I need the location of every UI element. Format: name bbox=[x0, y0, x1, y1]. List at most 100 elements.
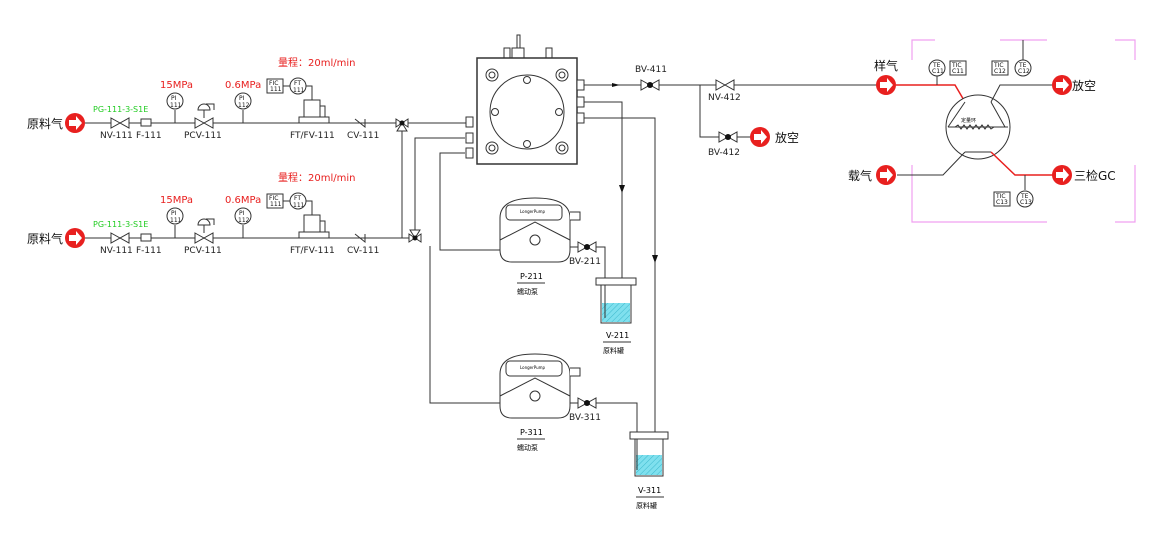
vent-arrow-icon bbox=[750, 127, 770, 147]
pressure-indicator bbox=[234, 207, 252, 225]
needle-valve-icon[interactable] bbox=[110, 117, 130, 129]
valve-label: BV-211 bbox=[569, 257, 601, 267]
filter-label: F-111 bbox=[136, 131, 162, 141]
temperature-controller bbox=[993, 191, 1011, 207]
ball-valve-icon[interactable] bbox=[577, 241, 597, 253]
vent-label: 放空 bbox=[775, 130, 799, 145]
inlet-label: 原料气 bbox=[27, 116, 63, 131]
pressure-label: 15MPa bbox=[160, 80, 193, 91]
pressure-indicator bbox=[166, 207, 184, 225]
temperature-element bbox=[928, 59, 946, 77]
carrier-gas-label: 载气 bbox=[848, 168, 872, 183]
svg-text:111: 111 bbox=[293, 202, 305, 209]
reactor[interactable] bbox=[465, 34, 585, 165]
flow-range-label: 量程：20ml/min bbox=[278, 57, 355, 69]
svg-text:PI: PI bbox=[239, 210, 245, 217]
pcv-label: PCV-111 bbox=[184, 131, 222, 141]
pressure-control-valve-icon[interactable] bbox=[194, 232, 214, 244]
svg-text:111: 111 bbox=[293, 87, 305, 94]
svg-text:112: 112 bbox=[238, 102, 250, 109]
svg-text:PI: PI bbox=[171, 95, 177, 102]
svg-text:C13: C13 bbox=[1020, 199, 1032, 206]
tank-tag: V-311 bbox=[638, 486, 661, 495]
nv412-label: NV-412 bbox=[708, 93, 741, 103]
pcv-label: PCV-111 bbox=[184, 246, 222, 256]
temperature-element bbox=[1016, 190, 1034, 208]
temperature-controller bbox=[949, 60, 967, 76]
needle-valve-icon[interactable] bbox=[110, 232, 130, 244]
tank-v311: V-311 原料罐 bbox=[629, 431, 669, 510]
cv-label: CV-111 bbox=[347, 246, 379, 256]
svg-text:LongerPump: LongerPump bbox=[520, 365, 546, 370]
pump-name: 蠕动泵 bbox=[517, 443, 538, 452]
pressure-indicator bbox=[166, 92, 184, 110]
mass-flow-controller[interactable] bbox=[298, 231, 330, 239]
svg-text:111: 111 bbox=[170, 102, 182, 109]
sample-gas-label: 样气 bbox=[874, 58, 898, 73]
svg-text:PI: PI bbox=[239, 95, 245, 102]
filter-label: F-111 bbox=[136, 246, 162, 256]
carrier-arrow-icon bbox=[876, 165, 896, 185]
ball-valve-icon[interactable] bbox=[577, 397, 597, 409]
svg-text:TE: TE bbox=[1018, 62, 1027, 69]
ball-valve-icon[interactable] bbox=[640, 79, 660, 91]
piping bbox=[401, 83, 885, 432]
svg-text:C12: C12 bbox=[994, 68, 1006, 75]
svg-text:FT: FT bbox=[294, 80, 301, 87]
svg-text:C11: C11 bbox=[952, 68, 964, 75]
pump-name: 蠕动泵 bbox=[517, 287, 538, 296]
needle-valve-icon[interactable] bbox=[715, 79, 735, 91]
filter-icon bbox=[140, 233, 152, 242]
pressure-label: 15MPa bbox=[160, 195, 193, 206]
filter-icon bbox=[140, 118, 152, 127]
pressure-control-valve-icon[interactable] bbox=[194, 117, 214, 129]
pump-p311[interactable]: LongerPump P-311 蠕动泵 BV-311 bbox=[499, 353, 638, 456]
pressure-label: 0.6MPa bbox=[225, 195, 261, 206]
ball-valve-icon[interactable] bbox=[718, 131, 738, 143]
check-valve-icon bbox=[354, 118, 366, 129]
tank-tag: V-211 bbox=[606, 331, 629, 340]
bv411-label: BV-411 bbox=[635, 65, 667, 75]
svg-text:FIC: FIC bbox=[269, 80, 278, 87]
pipe-tag: PG-111-3-S1E bbox=[93, 220, 148, 229]
flow-range-label: 量程：20ml/min bbox=[278, 172, 355, 184]
svg-text:TE: TE bbox=[1020, 193, 1029, 200]
tank-name: 原料罐 bbox=[636, 501, 657, 510]
svg-text:FIC: FIC bbox=[269, 195, 278, 202]
svg-text:111: 111 bbox=[270, 201, 282, 208]
pressure-label: 0.6MPa bbox=[225, 80, 261, 91]
svg-text:TIC: TIC bbox=[951, 62, 962, 69]
valve-label: NV-111 bbox=[100, 131, 133, 141]
pump-p211[interactable]: LongerPump P-211 蠕动泵 BV-211 bbox=[499, 197, 606, 300]
to-gc-label: 三检GC bbox=[1074, 168, 1116, 183]
svg-text:TE: TE bbox=[932, 62, 941, 69]
valve-label: NV-111 bbox=[100, 246, 133, 256]
svg-text:C11: C11 bbox=[932, 68, 944, 75]
pipe-tag: PG-111-3-S1E bbox=[93, 105, 148, 114]
svg-text:LongerPump: LongerPump bbox=[520, 209, 546, 214]
vent-arrow-icon bbox=[1052, 75, 1072, 95]
ftfv-label: FT/FV-111 bbox=[290, 246, 335, 256]
pump-tag: P-311 bbox=[520, 428, 543, 437]
inlet-arrow-icon bbox=[65, 113, 85, 133]
pressure-indicator bbox=[234, 92, 252, 110]
mass-flow-controller[interactable] bbox=[298, 116, 330, 124]
svg-text:111: 111 bbox=[270, 86, 282, 93]
bv412-label: BV-412 bbox=[708, 148, 740, 158]
gc-arrow-icon bbox=[1052, 165, 1072, 185]
check-valve-icon bbox=[354, 233, 366, 244]
svg-text:PI: PI bbox=[171, 210, 177, 217]
svg-text:111: 111 bbox=[170, 217, 182, 224]
ftfv-label: FT/FV-111 bbox=[290, 131, 335, 141]
tank-v211: V-211 原料罐 bbox=[595, 277, 637, 355]
sample-arrow-icon bbox=[876, 75, 896, 95]
vent-label: 放空 bbox=[1072, 78, 1096, 93]
svg-text:TIC: TIC bbox=[995, 193, 1006, 200]
inlet-label: 原料气 bbox=[27, 231, 63, 246]
tank-name: 原料罐 bbox=[603, 346, 624, 355]
temperature-controller bbox=[991, 60, 1009, 76]
